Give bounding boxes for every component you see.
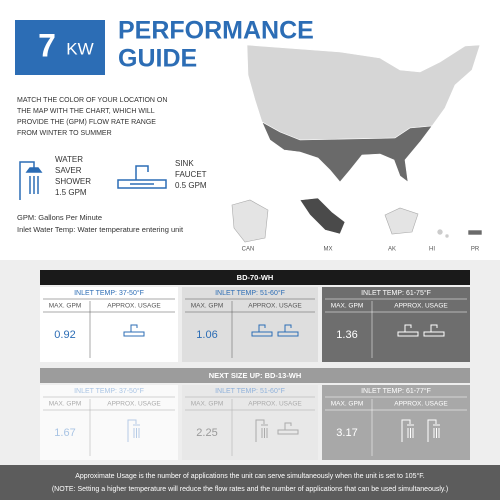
title: PERFORMANCE	[118, 17, 314, 45]
fixture-label: 1.5 GPM	[55, 188, 87, 197]
column-cell	[182, 385, 318, 460]
map-label: MX	[324, 247, 333, 253]
shower-usage-icon	[255, 419, 268, 442]
badge-unit: KW	[66, 39, 93, 58]
icon-part	[251, 324, 273, 337]
sink-usage-icon	[277, 324, 299, 337]
map-label: PR	[471, 247, 480, 253]
max-gpm-label: MAX. GPM	[331, 303, 364, 310]
fixture-label: 0.5 GPM	[175, 181, 207, 190]
inlet-temp: INLET TEMP: 37-50°F	[74, 289, 144, 297]
sink-usage-icon	[251, 324, 273, 337]
max-gpm-label: MAX. GPM	[191, 401, 224, 408]
column-cell	[322, 385, 470, 460]
max-gpm-value: 3.17	[336, 427, 357, 439]
fixture-label: FAUCET	[175, 170, 207, 179]
icon-part	[427, 419, 440, 442]
instruction-line: THE MAP WITH THE CHART, WHICH WILL	[17, 108, 155, 115]
inlet-temp: INLET TEMP: 61-77°F	[361, 387, 431, 395]
sink-usage-icon	[277, 422, 299, 435]
max-gpm-value: 1.36	[336, 329, 357, 341]
shower-icon	[19, 161, 43, 200]
footer-text: Approximate Usage is the number of appli…	[75, 472, 425, 480]
max-gpm-value: 1.67	[54, 427, 75, 439]
badge	[15, 20, 105, 75]
column-cell	[182, 287, 318, 362]
icon-part	[255, 419, 268, 442]
model-name: BD-70-WH	[237, 273, 274, 282]
shower-usage-icon	[401, 419, 414, 442]
usage-label: APPROX. USAGE	[394, 303, 448, 310]
icon-part	[277, 324, 299, 337]
usage-label: APPROX. USAGE	[248, 303, 302, 310]
max-gpm-label: MAX. GPM	[191, 303, 224, 310]
max-gpm-label: MAX. GPM	[331, 401, 364, 408]
badge-number: 7	[38, 27, 56, 63]
column-cell	[40, 385, 178, 460]
shower-usage-icon	[127, 419, 140, 442]
footer-text: (NOTE: Setting a higher temperature will…	[52, 486, 448, 493]
inlet-temp: INLET TEMP: 51-60°F	[215, 289, 285, 297]
inlet-temp: INLET TEMP: 61-75°F	[361, 289, 431, 297]
icon-part	[423, 324, 445, 337]
fixture-label: SINK	[175, 159, 194, 168]
usage-label: APPROX. USAGE	[248, 401, 302, 408]
map-label: CAN	[242, 247, 255, 253]
icon-part	[123, 324, 145, 337]
max-gpm-label: MAX. GPM	[49, 303, 82, 310]
model-bar	[40, 270, 470, 285]
column-cell	[40, 287, 178, 362]
icon-part	[401, 419, 414, 442]
sink-usage-icon	[423, 324, 445, 337]
icon-part	[277, 422, 299, 435]
max-gpm-value: 1.06	[196, 329, 217, 341]
instruction-line: PROVIDE THE (GPM) FLOW RATE RANGE	[17, 119, 156, 126]
instruction-line: FROM WINTER TO SUMMER	[17, 130, 112, 137]
note: Inlet Water Temp: Water temperature ente…	[17, 225, 184, 234]
max-gpm-value: 0.92	[54, 329, 75, 341]
map-label: AK	[388, 247, 396, 253]
usage-label: APPROX. USAGE	[394, 401, 448, 408]
usage-label: APPROX. USAGE	[107, 401, 161, 408]
icon-part	[127, 419, 140, 442]
sink-usage-icon	[397, 324, 419, 337]
max-gpm-label: MAX. GPM	[49, 401, 82, 408]
shower-usage-icon	[427, 419, 440, 442]
max-gpm-value: 2.25	[196, 427, 217, 439]
fixture-label: SHOWER	[55, 177, 91, 186]
usage-label: APPROX. USAGE	[107, 303, 161, 310]
fixture-label: SAVER	[55, 166, 82, 175]
inlet-temp: INLET TEMP: 51-60°F	[215, 387, 285, 395]
map	[231, 44, 483, 243]
title: GUIDE	[118, 45, 197, 73]
note: GPM: Gallons Per Minute	[17, 213, 102, 222]
icon-part	[397, 324, 419, 337]
fixture-label: WATER	[55, 155, 83, 164]
sink-usage-icon	[123, 324, 145, 337]
footer-bar	[0, 465, 500, 500]
inlet-temp: INLET TEMP: 37-50°F	[74, 387, 144, 395]
model-name: NEXT SIZE UP: BD-13-WH	[209, 371, 302, 380]
sink-icon	[117, 165, 167, 189]
instruction-line: MATCH THE COLOR OF YOUR LOCATION ON	[17, 97, 167, 104]
model-bar	[40, 368, 470, 383]
column-cell	[322, 287, 470, 362]
map-label: HI	[429, 247, 435, 253]
